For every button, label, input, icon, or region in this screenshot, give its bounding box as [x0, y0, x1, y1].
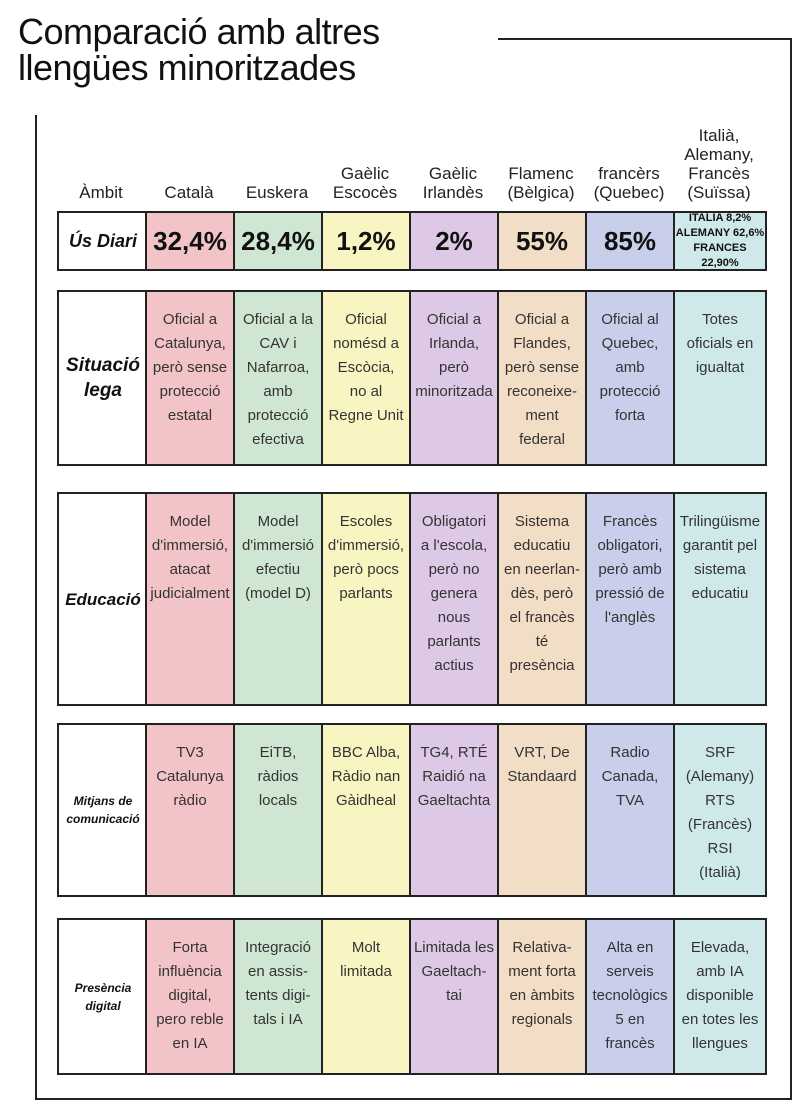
row-label: Mitjans de comunicació [66, 794, 140, 826]
table-cell: Oficial a Irlanda, però minoritzada [409, 292, 497, 464]
row-label: Educació [65, 589, 141, 609]
table-row: Ús Diari 32,4% 28,4% 1,2% 2% 55% 85% ITALIA 8,2… [57, 211, 767, 271]
table-cell: 55% [497, 213, 585, 269]
title: Comparació amb altres llengües minoritza… [18, 11, 380, 88]
table-cell: Integració en assis- tents digi- tals i … [233, 920, 321, 1073]
table-row: Situació lega Oficial a Catalunya, però s… [57, 290, 767, 466]
table-row: Mitjans de comunicació TV3 Catalunya ràdi… [57, 723, 767, 897]
table-cell: Model d'immersió efectiu (model D) [233, 494, 321, 704]
table-cell: Escoles d'immersió, però pocs parlants [321, 494, 409, 704]
column-header: Àmbit [79, 183, 123, 202]
column-header: francèrs (Quebec) [593, 164, 665, 202]
table-cell: Limitada les Gaeltach- tai [409, 920, 497, 1073]
column-header: Català [164, 183, 214, 202]
row-label: Presència digital [74, 980, 132, 1013]
table-cell: Alta en serveis tecnològics 5 en francès [585, 920, 673, 1073]
table-cell: TV3 Catalunya ràdio [145, 725, 233, 895]
table-cell: EiTB, ràdios locals [233, 725, 321, 895]
column-header: Gaèlic Escocès [332, 164, 398, 202]
table-cell: 28,4% [233, 213, 321, 269]
table-row: Presència digital Forta influència digita… [57, 918, 767, 1075]
column-header: Gaèlic Irlandès [422, 164, 484, 202]
table-cell: ITALIA 8,2% ALEMANY 62,6% FRANCES 22,90% [673, 212, 765, 269]
row-label: Ús Diari [68, 231, 138, 251]
frame-line [790, 38, 792, 1100]
frame-line [498, 38, 792, 40]
table-cell: Sistema educatiu en neerlan- dès, però e… [497, 494, 585, 704]
row-label: Situació lega [66, 355, 140, 401]
table-cell: Oficial nomésd a Escòcia, no al Regne Un… [321, 292, 409, 464]
table-cell: Elevada, amb IA disponible en totes les … [673, 920, 765, 1073]
table-cell: VRT, De Standaard [497, 725, 585, 895]
table-cell: Relativa- ment forta en àmbits regionals [497, 920, 585, 1073]
table-cell: SRF (Alemany) RTS (Francès) RSI (Italià) [673, 725, 765, 895]
table-row: Educació Model d'immersió, atacat judicia… [57, 492, 767, 706]
column-header: Italià, Alemany, Francès (Suïssa) [684, 126, 754, 202]
table-cell: TG4, RTÉ Raidió na Gaeltachta [409, 725, 497, 895]
table-cell: Radio Canada, TVA [585, 725, 673, 895]
frame-line [35, 1098, 792, 1100]
table-cell: Oficial al Quebec, amb protecció forta [585, 292, 673, 464]
table-cell: Molt limitada [321, 920, 409, 1073]
table-cell: Obligatori a l'escola, però no genera no… [409, 494, 497, 704]
table-cell: 2% [409, 213, 497, 269]
table-cell: 1,2% [321, 213, 409, 269]
table-cell: Totes oficials en igualtat [673, 292, 765, 464]
table-cell: BBC Alba, Ràdio nan Gàidheal [321, 725, 409, 895]
table-cell: Oficial a la CAV i Nafarroa, amb protecc… [233, 292, 321, 464]
table-cell: Forta influència digital, pero reble en … [145, 920, 233, 1073]
table-cell: Oficial a Catalunya, però sense protecci… [145, 292, 233, 464]
column-header: Flamenc (Bèlgica) [507, 164, 575, 202]
table-cell: Francès obligatori, però amb pressió de … [585, 494, 673, 704]
table-cell: 32,4% [145, 213, 233, 269]
column-header: Euskera [245, 183, 309, 202]
table-cell: Model d'immersió, atacat judicialment [145, 494, 233, 704]
frame-line [35, 115, 37, 1100]
table-cell: Trilingüisme garantit pel sistema educat… [673, 494, 765, 704]
table-cell: Oficial a Flandes, però sense reconeixe-… [497, 292, 585, 464]
table-cell: 85% [585, 213, 673, 269]
